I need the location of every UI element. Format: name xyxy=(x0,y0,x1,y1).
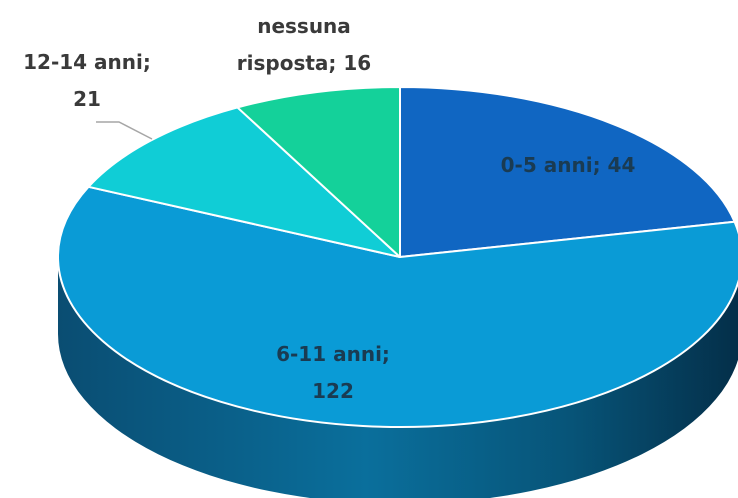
data-label-line: 6-11 anni; xyxy=(276,342,390,366)
data-label-line: 0-5 anni; 44 xyxy=(501,153,636,177)
data-label-line: nessuna xyxy=(257,14,351,38)
leader-lines xyxy=(96,121,153,140)
pie-slice-12-14-anni xyxy=(87,106,401,258)
leader-line-12-14-anni xyxy=(96,121,153,140)
data-labels: 0-5 anni; 44 6-11 anni; 122 12-14 anni; 21 ne… xyxy=(23,14,635,403)
data-label-line: risposta; 16 xyxy=(237,51,371,75)
pie-slices xyxy=(57,86,738,428)
data-label-line: 122 xyxy=(312,379,354,403)
pie-3d-side xyxy=(58,257,738,498)
pie-side-wall xyxy=(58,257,738,498)
data-label-0-5-anni: 0-5 anni; 44 xyxy=(501,153,636,177)
data-label-line: 21 xyxy=(73,87,101,111)
data-label-6-11-anni: 6-11 anni; 122 xyxy=(276,342,390,403)
pie-slice-0-5-anni xyxy=(399,86,736,258)
data-label-line: 12-14 anni; xyxy=(23,50,151,74)
pie-slice-nessuna-risposta xyxy=(236,86,401,258)
data-label-12-14-anni: 12-14 anni; 21 xyxy=(23,50,151,111)
data-label-nessuna-risposta: nessuna risposta; 16 xyxy=(237,14,371,75)
pie-slice-6-11-anni xyxy=(57,185,738,428)
